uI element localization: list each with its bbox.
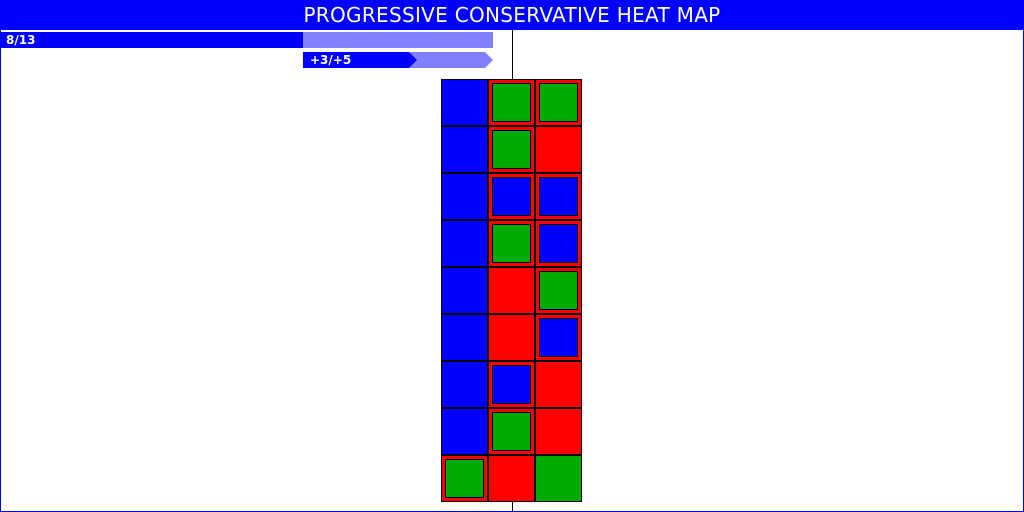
heatmap-cell [535,314,582,361]
heatmap-cell [535,408,582,455]
heatmap-cell-inner [492,130,531,169]
heatmap-cell [441,361,488,408]
heatmap-cell-inner [492,224,531,263]
heatmap-cell [488,267,535,314]
heatmap-cell [441,79,488,126]
seat-bar-fill [0,32,303,48]
heatmap-cell-inner [492,365,531,404]
change-label: +3/+5 [310,53,352,67]
heatmap-cell [488,361,535,408]
heatmap-cell-inner [492,177,531,216]
heatmap-cell [488,220,535,267]
heatmap-cell [535,173,582,220]
heatmap-cell [535,220,582,267]
heatmap-cell [488,173,535,220]
heatmap-cell-inner [539,318,578,357]
heatmap-cell [441,314,488,361]
heatmap-cell-inner [492,412,531,451]
heatmap-cell [488,79,535,126]
heatmap-cell [441,173,488,220]
heatmap-cell [535,267,582,314]
change-bar-gained [303,52,417,68]
page-title: PROGRESSIVE CONSERVATIVE HEAT MAP [303,3,721,27]
heatmap-cell [535,361,582,408]
seat-count-label: 8/13 [6,33,36,47]
heatmap-cell-inner [539,271,578,310]
heatmap-cell [488,455,535,502]
heatmap-cell [535,79,582,126]
heatmap-cell-inner [445,459,484,498]
heatmap-cell [488,408,535,455]
change-bar [303,52,493,68]
heatmap-cell [535,126,582,173]
heatmap-cell-inner [492,83,531,122]
seat-bar-track: 8/13 [0,32,493,48]
heatmap-cell [441,455,488,502]
heatmap-cell-inner [539,83,578,122]
heatmap-cell [488,126,535,173]
heatmap-cell [441,408,488,455]
heatmap-cell [441,220,488,267]
title-bar: PROGRESSIVE CONSERVATIVE HEAT MAP [0,0,1024,30]
heatmap-cell [535,455,582,502]
heatmap-cell [441,126,488,173]
heatmap-cell-inner [539,177,578,216]
heatmap-cell-inner [539,224,578,263]
heatmap-cell [441,267,488,314]
heatmap-cell [488,314,535,361]
